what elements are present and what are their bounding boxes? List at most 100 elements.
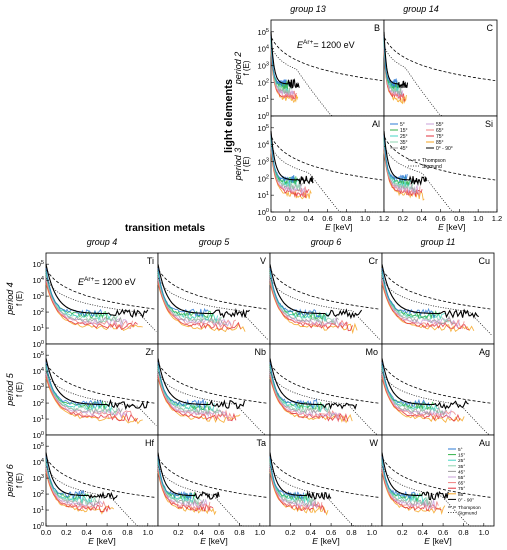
y-tick-label: 102	[33, 308, 44, 317]
angle-curve-au	[381, 456, 419, 500]
thompson-curve-hf	[46, 457, 157, 498]
y-tick-label: 105	[33, 260, 44, 269]
legend-label: 5°	[400, 122, 405, 128]
y-tick-label: 104	[258, 141, 269, 150]
panel-cr: Cr	[269, 252, 383, 345]
x-tick-label: 0.0	[266, 214, 276, 223]
legend-label: Sigmund	[422, 164, 442, 170]
legend-label: Thompson	[458, 505, 481, 511]
angle-curve-mo	[269, 366, 327, 413]
y-tick-label: 100	[258, 208, 269, 217]
angle-curve-ag	[381, 371, 452, 418]
x-tick-label: 1.2	[379, 214, 389, 223]
element-label-w: W	[370, 438, 379, 448]
x-tick-label: 1.2	[492, 214, 502, 223]
x-tick-label: 1.0	[479, 528, 489, 537]
angle-curve-hf	[45, 464, 100, 507]
panel-frame	[270, 19, 385, 117]
thompson-curve-ag	[382, 363, 493, 404]
y-axis-label: f (E)	[242, 156, 251, 171]
element-label-hf: Hf	[145, 438, 154, 448]
total-curve-c	[383, 31, 409, 89]
y-tick-label: 101	[258, 191, 269, 200]
x-tick-label: 0.2	[397, 528, 407, 537]
x-tick-label: 0.2	[285, 214, 295, 223]
light-elements-label: light elements	[223, 79, 235, 153]
x-tick-label: 1.0	[255, 528, 265, 537]
panel-frame	[157, 252, 271, 345]
legend-label: 25°	[400, 134, 408, 140]
thompson-curve-c	[384, 37, 496, 81]
y-axis-label: f (E)	[242, 60, 251, 75]
y-tick-label: 102	[258, 174, 269, 183]
x-tick-label: 0.4	[303, 214, 313, 223]
panel-cu: Cu	[381, 252, 495, 345]
panel-frame	[381, 252, 495, 345]
legend-label: 35°	[400, 140, 408, 146]
element-label-ta: Ta	[256, 438, 266, 448]
angle-curve-ti	[45, 277, 128, 329]
x-tick-label: 0.2	[398, 214, 408, 223]
x-tick-label: 1.0	[143, 528, 153, 537]
thompson-curve-si	[384, 136, 496, 181]
angle-curve-cu	[381, 281, 470, 331]
angle-curve-v	[157, 283, 246, 333]
legend-label: 45°	[400, 146, 408, 152]
panel-b: B	[270, 19, 385, 117]
panel-ag: Ag	[381, 343, 495, 436]
total-curve-b	[270, 31, 300, 89]
angle-curve-cr	[269, 277, 344, 328]
panel-frame	[269, 434, 383, 527]
panel-frame	[381, 343, 495, 436]
total-curve-si	[383, 131, 427, 186]
element-label-b: B	[374, 23, 380, 33]
group-label: group 13	[290, 4, 326, 14]
sigmund-curve-al	[271, 145, 383, 213]
total-curve-zr	[45, 358, 149, 411]
element-label-v: V	[260, 256, 266, 266]
element-label-nb: Nb	[254, 347, 266, 357]
legend-label: 0° - 90°	[458, 497, 474, 503]
y-tick-label: 100	[33, 522, 44, 531]
period-label: period 5	[5, 372, 15, 407]
panel-ta: Ta	[157, 434, 271, 527]
thompson-curve-mo	[270, 363, 381, 404]
sigmund-curve-ag	[382, 372, 493, 436]
angle-curve-ta	[157, 464, 205, 507]
angle-curve-ti	[45, 273, 118, 323]
y-tick-label: 105	[258, 124, 269, 133]
x-tick-label: 0.6	[102, 528, 112, 537]
x-tick-label: 0.8	[122, 528, 132, 537]
element-label-mo: Mo	[365, 347, 378, 357]
panel-frame	[383, 115, 498, 213]
thompson-curve-zr	[46, 363, 157, 404]
x-tick-label: 0.4	[416, 214, 426, 223]
y-tick-label: 102	[258, 78, 269, 87]
total-curve-w	[269, 452, 332, 501]
legend-label: 75°	[436, 134, 444, 140]
y-tick-label: 103	[33, 383, 44, 392]
panel-mo: Mo	[269, 343, 383, 436]
legend-label: 15°	[458, 453, 465, 459]
total-curve-ti	[45, 264, 149, 319]
panel-hf: Hf	[45, 434, 159, 527]
group-label: group 6	[311, 237, 342, 247]
period-label: period 4	[5, 282, 15, 316]
thompson-curve-nb	[158, 363, 269, 404]
panel-ti: Ti	[45, 252, 159, 345]
legend-label: 55°	[436, 122, 444, 128]
angle-curve-ag	[381, 377, 465, 423]
total-curve-hf	[45, 452, 118, 501]
energy-label: EAr+= 1200 eV	[78, 276, 136, 287]
x-tick-label: 1.0	[367, 528, 377, 537]
angle-curve-w	[269, 464, 317, 507]
angle-curve-zr	[45, 375, 138, 423]
element-label-ag: Ag	[479, 347, 490, 357]
angle-curve-zr	[45, 369, 123, 416]
x-tick-label: 0.6	[435, 214, 445, 223]
total-curve-mo	[269, 358, 358, 410]
y-tick-label: 101	[33, 506, 44, 515]
thompson-curve-w	[270, 457, 381, 498]
sigmund-curve-cr	[270, 278, 381, 341]
